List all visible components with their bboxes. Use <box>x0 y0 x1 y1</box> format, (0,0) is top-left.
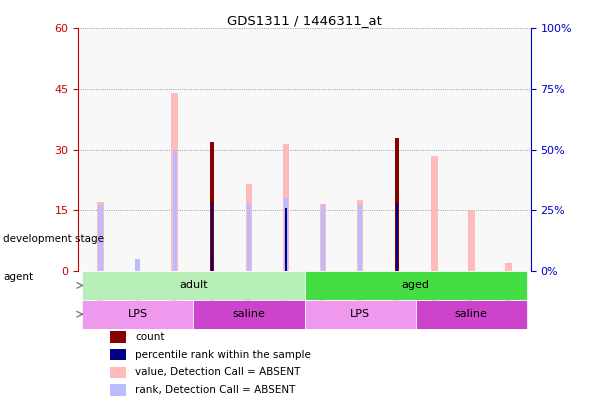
Bar <box>320 204 326 271</box>
Text: LPS: LPS <box>350 309 370 319</box>
Text: aged: aged <box>402 280 430 290</box>
Bar <box>110 384 127 396</box>
Bar <box>194 300 305 328</box>
Bar <box>357 200 364 271</box>
Bar <box>396 203 399 271</box>
Bar <box>285 208 287 271</box>
Bar <box>245 184 252 271</box>
Bar <box>305 271 527 300</box>
Bar <box>110 367 127 378</box>
Bar <box>97 202 104 271</box>
Bar <box>171 93 178 271</box>
Bar <box>358 205 362 271</box>
Bar <box>247 203 251 271</box>
Bar <box>505 263 512 271</box>
Text: value, Detection Call = ABSENT: value, Detection Call = ABSENT <box>135 367 301 377</box>
Bar <box>110 331 127 343</box>
Bar <box>321 205 325 271</box>
Bar <box>172 150 177 271</box>
Bar <box>136 259 140 271</box>
Bar <box>431 156 438 271</box>
Bar <box>82 271 305 300</box>
Bar <box>283 144 289 271</box>
Text: development stage: development stage <box>3 234 104 244</box>
Text: saline: saline <box>455 309 488 319</box>
Text: rank, Detection Call = ABSENT: rank, Detection Call = ABSENT <box>135 385 295 395</box>
Title: GDS1311 / 1446311_at: GDS1311 / 1446311_at <box>227 14 382 27</box>
Text: saline: saline <box>233 309 265 319</box>
Bar <box>284 198 288 271</box>
Bar <box>210 202 213 271</box>
Bar <box>110 349 127 360</box>
Bar <box>415 300 527 328</box>
Bar <box>210 142 213 271</box>
Bar <box>396 138 399 271</box>
Bar <box>82 300 194 328</box>
Text: adult: adult <box>179 280 207 290</box>
Text: count: count <box>135 332 165 342</box>
Bar <box>305 300 415 328</box>
Text: percentile rank within the sample: percentile rank within the sample <box>135 350 311 360</box>
Bar <box>98 205 103 271</box>
Bar <box>468 210 475 271</box>
Text: LPS: LPS <box>128 309 148 319</box>
Text: agent: agent <box>3 273 33 282</box>
